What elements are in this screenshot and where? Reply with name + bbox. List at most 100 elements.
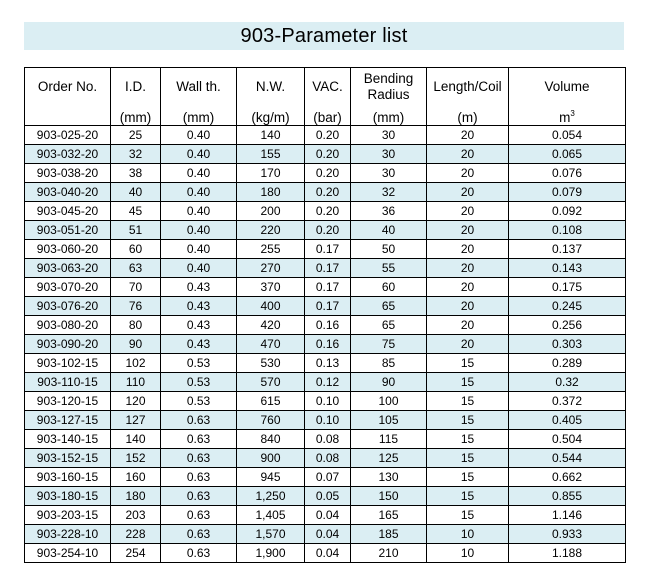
header-net-weight: N.W. — [236, 67, 305, 106]
table-row: 903-203-15 203 0.63 1,405 0.04 165 15 1.146 — [24, 505, 626, 525]
cell-volume: 0.662 — [508, 467, 626, 487]
cell-length-coil: 20 — [426, 296, 509, 316]
cell-wall-thickness: 0.63 — [160, 429, 237, 449]
cell-id: 120 — [110, 391, 161, 411]
cell-bending-radius: 105 — [350, 410, 427, 430]
cell-id: 70 — [110, 277, 161, 297]
unit-net-weight: (kg/m) — [236, 106, 305, 126]
cell-vacuum: 0.17 — [304, 258, 351, 278]
cell-length-coil: 15 — [426, 486, 509, 506]
cell-vacuum: 0.10 — [304, 410, 351, 430]
cell-net-weight: 570 — [236, 372, 305, 392]
cell-volume: 0.137 — [508, 239, 626, 259]
cell-net-weight: 945 — [236, 467, 305, 487]
header-volume: Volume — [508, 67, 626, 106]
header-order-no: Order No. — [24, 67, 111, 106]
cell-order-no: 903-140-15 — [24, 429, 111, 449]
cell-net-weight: 1,570 — [236, 524, 305, 544]
table-row: 903-025-20 25 0.40 140 0.20 30 20 0.054 — [24, 125, 626, 145]
cell-bending-radius: 90 — [350, 372, 427, 392]
cell-volume: 0.108 — [508, 220, 626, 240]
cell-order-no: 903-040-20 — [24, 182, 111, 202]
cell-vacuum: 0.17 — [304, 296, 351, 316]
cell-vacuum: 0.10 — [304, 391, 351, 411]
cell-volume: 0.054 — [508, 125, 626, 145]
cell-bending-radius: 130 — [350, 467, 427, 487]
cell-bending-radius: 185 — [350, 524, 427, 544]
cell-vacuum: 0.07 — [304, 467, 351, 487]
header-id: I.D. — [110, 67, 161, 106]
cell-volume: 1.188 — [508, 543, 626, 563]
cell-bending-radius: 55 — [350, 258, 427, 278]
cell-vacuum: 0.20 — [304, 125, 351, 145]
cell-bending-radius: 30 — [350, 163, 427, 183]
cell-order-no: 903-102-15 — [24, 353, 111, 373]
cell-length-coil: 20 — [426, 163, 509, 183]
cell-wall-thickness: 0.40 — [160, 182, 237, 202]
cell-vacuum: 0.20 — [304, 201, 351, 221]
unit-volume: m3 — [508, 106, 626, 126]
cell-id: 152 — [110, 448, 161, 468]
cell-net-weight: 255 — [236, 239, 305, 259]
cell-vacuum: 0.20 — [304, 182, 351, 202]
cell-net-weight: 530 — [236, 353, 305, 373]
cell-wall-thickness: 0.63 — [160, 524, 237, 544]
cell-net-weight: 155 — [236, 144, 305, 164]
cell-id: 38 — [110, 163, 161, 183]
header-bending-radius: Bending Radius — [350, 67, 427, 106]
table-row: 903-063-20 63 0.40 270 0.17 55 20 0.143 — [24, 258, 626, 278]
cell-order-no: 903-080-20 — [24, 315, 111, 335]
cell-volume: 0.933 — [508, 524, 626, 544]
cell-volume: 0.175 — [508, 277, 626, 297]
unit-volume-base: m — [559, 109, 571, 125]
table-row: 903-110-15 110 0.53 570 0.12 90 15 0.32 — [24, 372, 626, 392]
parameter-table: Order No. I.D. Wall th. N.W. VAC. Bendin… — [24, 67, 626, 563]
cell-order-no: 903-051-20 — [24, 220, 111, 240]
cell-bending-radius: 65 — [350, 315, 427, 335]
table-row: 903-090-20 90 0.43 470 0.16 75 20 0.303 — [24, 334, 626, 354]
cell-net-weight: 220 — [236, 220, 305, 240]
cell-id: 25 — [110, 125, 161, 145]
table-row: 903-076-20 76 0.43 400 0.17 65 20 0.245 — [24, 296, 626, 316]
cell-wall-thickness: 0.63 — [160, 505, 237, 525]
unit-order-no — [24, 106, 111, 126]
cell-net-weight: 1,250 — [236, 486, 305, 506]
cell-bending-radius: 36 — [350, 201, 427, 221]
cell-length-coil: 20 — [426, 125, 509, 145]
table-row: 903-180-15 180 0.63 1,250 0.05 150 15 0.855 — [24, 486, 626, 506]
cell-order-no: 903-060-20 — [24, 239, 111, 259]
cell-vacuum: 0.04 — [304, 505, 351, 525]
cell-length-coil: 15 — [426, 372, 509, 392]
cell-id: 102 — [110, 353, 161, 373]
cell-order-no: 903-254-10 — [24, 543, 111, 563]
cell-order-no: 903-045-20 — [24, 201, 111, 221]
table-row: 903-102-15 102 0.53 530 0.13 85 15 0.289 — [24, 353, 626, 373]
cell-order-no: 903-063-20 — [24, 258, 111, 278]
cell-net-weight: 420 — [236, 315, 305, 335]
unit-volume-exponent: 3 — [570, 108, 575, 118]
cell-vacuum: 0.04 — [304, 543, 351, 563]
cell-length-coil: 20 — [426, 334, 509, 354]
cell-wall-thickness: 0.63 — [160, 543, 237, 563]
cell-id: 76 — [110, 296, 161, 316]
table-row: 903-228-10 228 0.63 1,570 0.04 185 10 0.933 — [24, 524, 626, 544]
cell-wall-thickness: 0.53 — [160, 391, 237, 411]
unit-wall-thickness: (mm) — [160, 106, 237, 126]
header-bending-line1: Bending — [363, 70, 414, 86]
cell-id: 32 — [110, 144, 161, 164]
cell-bending-radius: 115 — [350, 429, 427, 449]
cell-vacuum: 0.17 — [304, 277, 351, 297]
cell-bending-radius: 100 — [350, 391, 427, 411]
cell-vacuum: 0.17 — [304, 239, 351, 259]
table-row: 903-140-15 140 0.63 840 0.08 115 15 0.504 — [24, 429, 626, 449]
cell-order-no: 903-228-10 — [24, 524, 111, 544]
cell-id: 40 — [110, 182, 161, 202]
cell-volume: 0.079 — [508, 182, 626, 202]
cell-id: 203 — [110, 505, 161, 525]
cell-net-weight: 370 — [236, 277, 305, 297]
cell-volume: 0.544 — [508, 448, 626, 468]
cell-net-weight: 900 — [236, 448, 305, 468]
header-length-coil: Length/Coil — [426, 67, 509, 106]
cell-length-coil: 15 — [426, 505, 509, 525]
cell-wall-thickness: 0.43 — [160, 296, 237, 316]
